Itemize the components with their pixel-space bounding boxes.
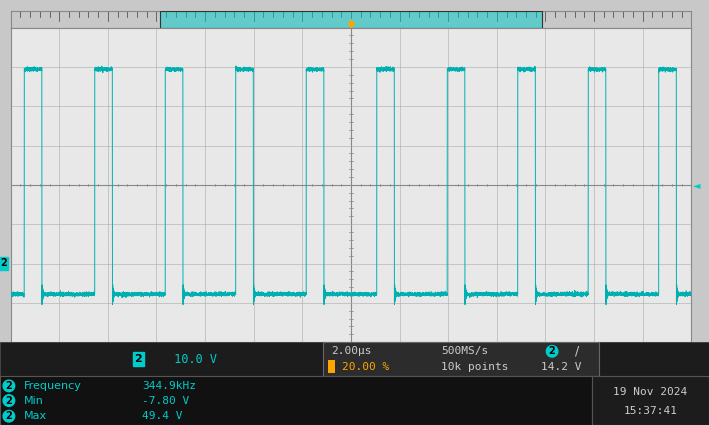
- Bar: [160, 11, 542, 28]
- Text: ◄: ◄: [693, 180, 700, 190]
- Text: 500MS/s: 500MS/s: [442, 346, 489, 356]
- Text: 20.00 %: 20.00 %: [342, 362, 389, 372]
- Text: 344.9kHz: 344.9kHz: [142, 381, 196, 391]
- Text: Max: Max: [23, 411, 47, 421]
- Text: 19 Nov 2024: 19 Nov 2024: [613, 387, 688, 397]
- Text: 14.2 V: 14.2 V: [541, 362, 581, 372]
- Text: 2: 2: [0, 258, 7, 269]
- Text: 2: 2: [6, 381, 12, 391]
- Text: /: /: [571, 345, 580, 358]
- Text: 15:37:41: 15:37:41: [623, 406, 678, 416]
- Text: 2: 2: [6, 396, 12, 405]
- Text: 2: 2: [6, 411, 12, 421]
- Text: 10k points: 10k points: [442, 362, 509, 372]
- Bar: [328, 360, 335, 374]
- Bar: [160, 11, 542, 28]
- Text: 49.4 V: 49.4 V: [142, 411, 183, 421]
- Text: Min: Min: [23, 396, 43, 405]
- Text: -7.80 V: -7.80 V: [142, 396, 189, 405]
- Text: 10.0 V: 10.0 V: [160, 353, 216, 366]
- Text: 2.00μs: 2.00μs: [331, 346, 372, 356]
- Text: 2: 2: [135, 354, 142, 364]
- Text: Frequency: Frequency: [23, 381, 82, 391]
- Text: 2: 2: [549, 346, 555, 356]
